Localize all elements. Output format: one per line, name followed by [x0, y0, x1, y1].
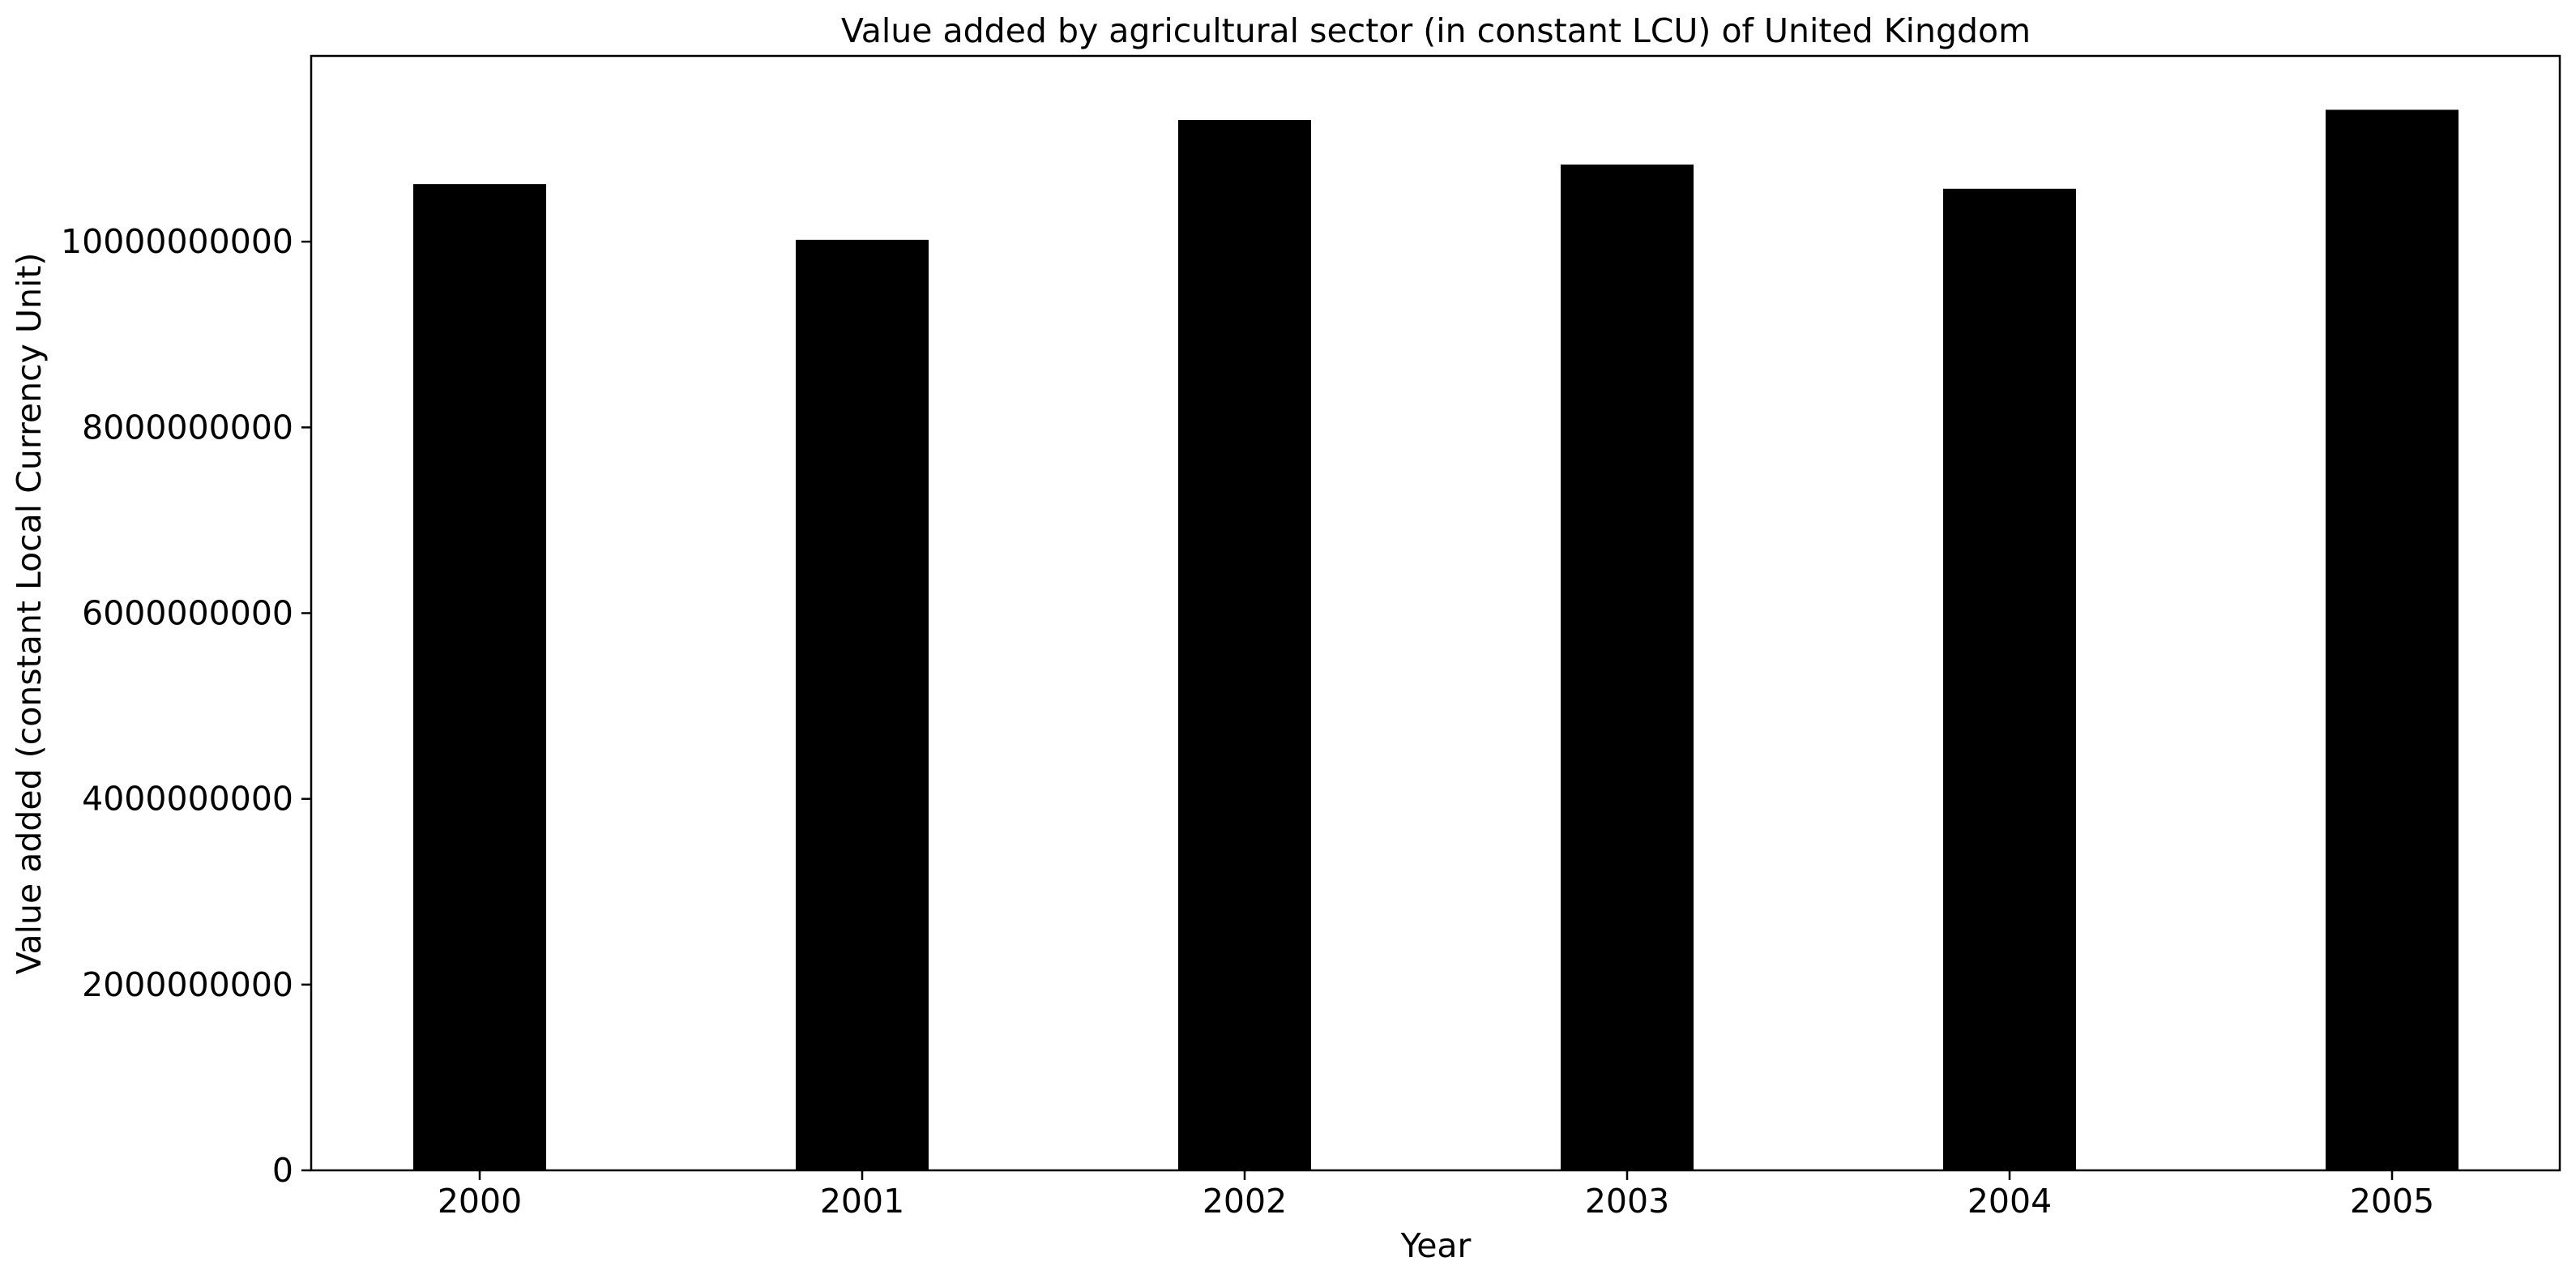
x-axis-ticks: 2000 2001 2002 2003 2004 2005	[438, 1170, 2434, 1221]
bar-2002	[1178, 120, 1311, 1170]
x-tick-label: 2002	[1203, 1182, 1287, 1221]
x-tick-label: 2004	[1967, 1182, 2052, 1221]
x-tick-label: 2005	[2350, 1182, 2434, 1221]
bar-2004	[1943, 188, 2076, 1171]
y-axis-label: Value added (constant Local Currency Uni…	[10, 253, 49, 975]
y-axis-ticks: 0 2000000000 4000000000 6000000000 800000000…	[61, 222, 311, 1190]
y-tick-label: 0	[272, 1151, 293, 1190]
bars-group	[413, 109, 2459, 1171]
y-tick-label: 2000000000	[82, 965, 293, 1004]
y-tick-label: 8000000000	[82, 408, 293, 447]
x-axis-label: Year	[1400, 1226, 1472, 1265]
x-tick-label: 2000	[438, 1182, 522, 1221]
y-tick-label: 6000000000	[82, 594, 293, 633]
y-tick-label: 10000000000	[61, 222, 293, 261]
bar-2005	[2326, 109, 2459, 1170]
bar-2003	[1561, 165, 1694, 1170]
chart-title: Value added by agricultural sector (in c…	[841, 11, 2031, 50]
x-tick-label: 2001	[820, 1182, 904, 1221]
bar-2000	[413, 184, 546, 1170]
bar-2001	[796, 239, 929, 1170]
x-tick-label: 2003	[1585, 1182, 1669, 1221]
y-tick-label: 4000000000	[82, 780, 293, 819]
plot-area-frame	[310, 54, 2561, 1172]
